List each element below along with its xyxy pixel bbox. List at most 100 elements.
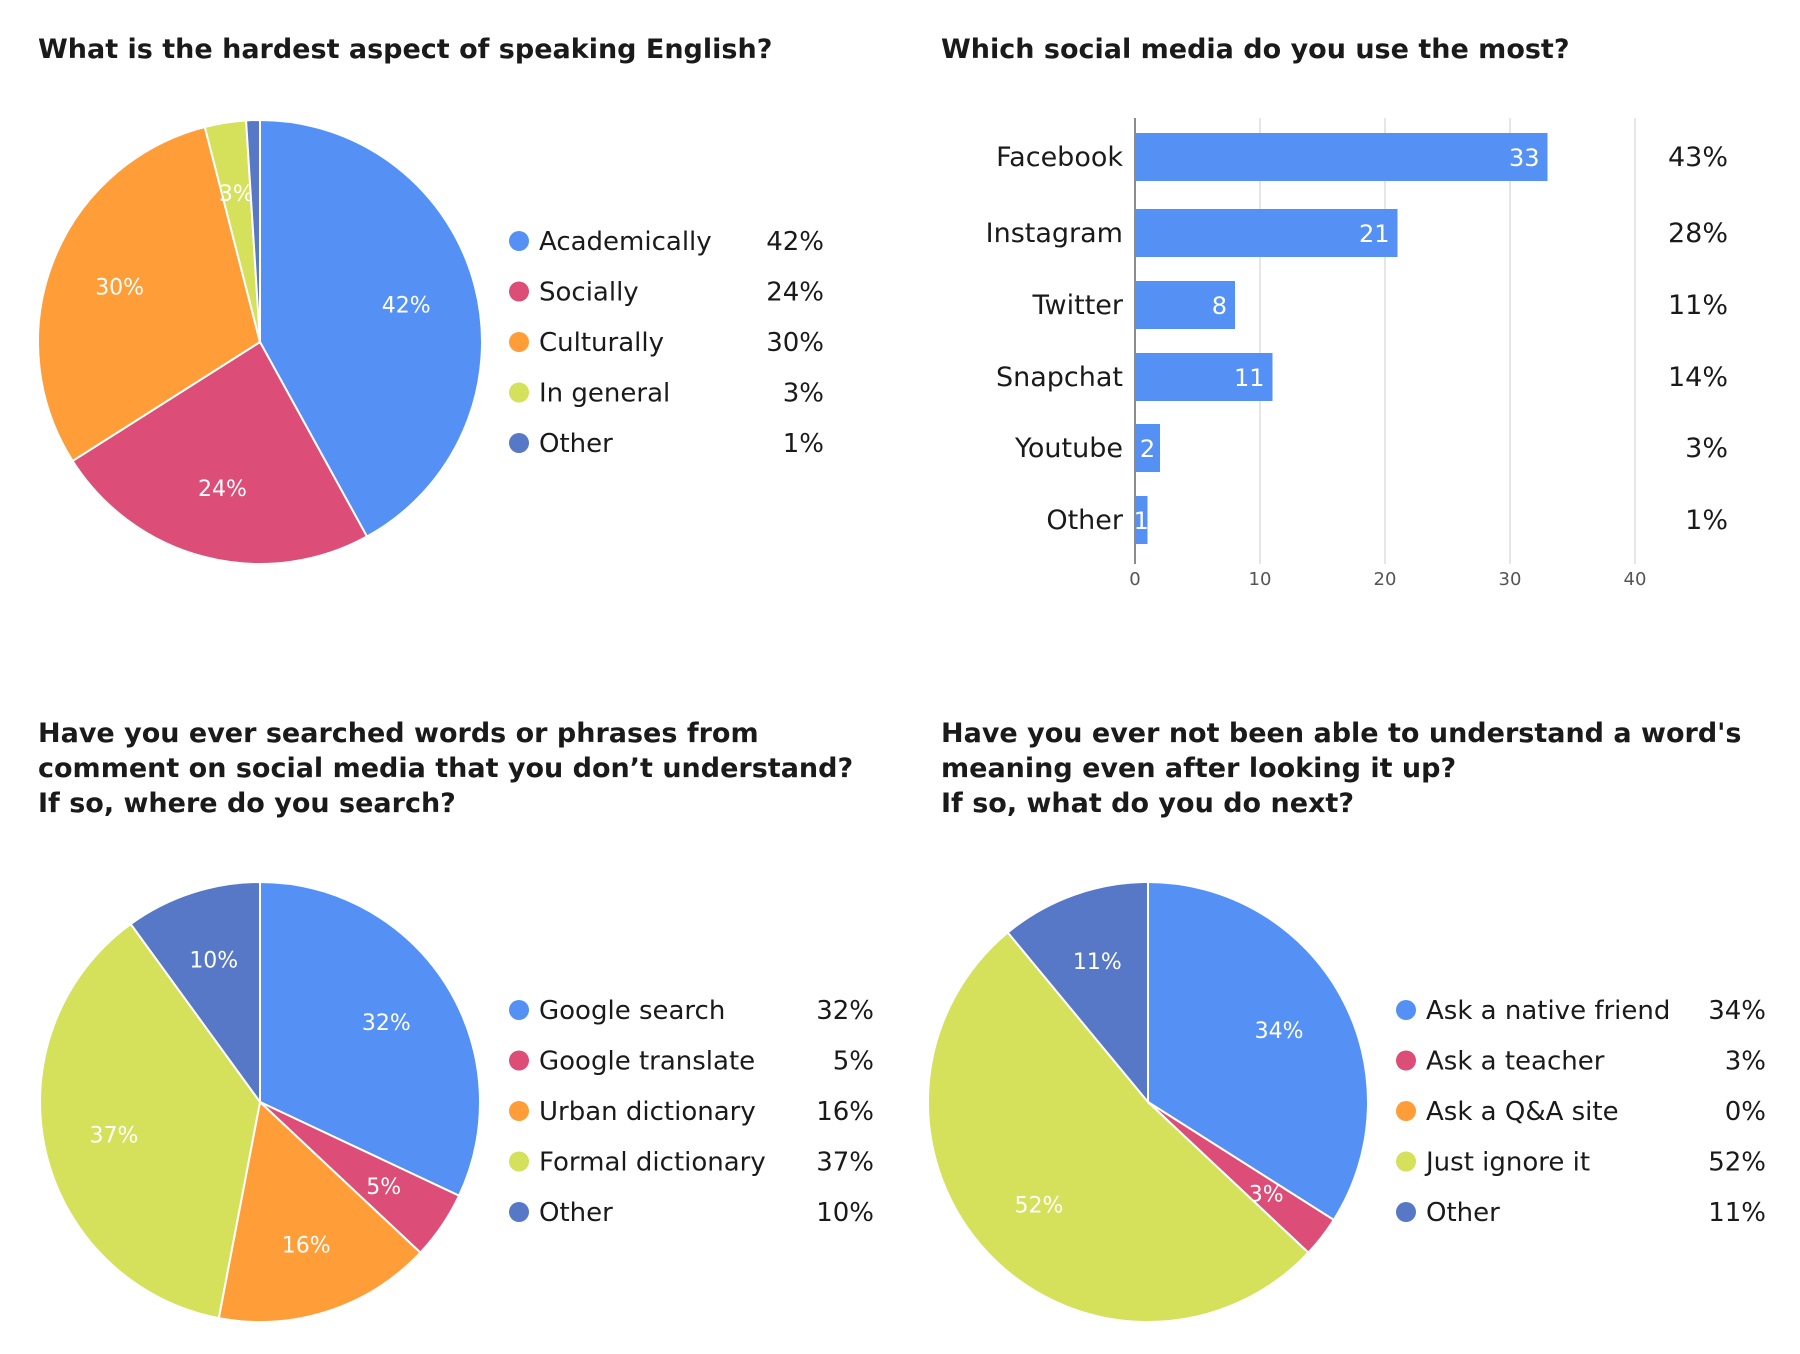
legend-label: Other xyxy=(1426,1198,1500,1228)
legend-value: 5% xyxy=(833,1047,874,1077)
bar-instagram xyxy=(1135,209,1398,257)
title-line: If so, where do you search? xyxy=(38,788,456,819)
legend-label: Ask a teacher xyxy=(1426,1047,1605,1077)
bar-other xyxy=(1135,496,1148,544)
bar-value-label: 2 xyxy=(1140,435,1155,463)
bar-facebook xyxy=(1135,133,1548,181)
pie-slice-label: 3% xyxy=(219,182,254,207)
pie-slice-label: 10% xyxy=(189,949,238,974)
legend-dot xyxy=(1396,1202,1416,1222)
search-where-legend: Google search 32% Google translate 5% Urban … xyxy=(509,996,874,1228)
legend-value: 16% xyxy=(816,1097,874,1127)
pie-slice-socially xyxy=(71,340,369,565)
legend-label: Google search xyxy=(539,996,725,1026)
percent-label: 1% xyxy=(1685,505,1728,536)
chart-title-word-meaning: Have you ever not been able to understan… xyxy=(941,716,1742,821)
title-line: Have you ever not been able to understan… xyxy=(941,718,1742,749)
pie-slice-label: 5% xyxy=(366,1175,401,1200)
category-label: Instagram xyxy=(986,218,1123,249)
legend-value: 30% xyxy=(766,328,824,358)
percent-label: 14% xyxy=(1668,362,1728,393)
legend-dot xyxy=(509,281,529,302)
legend-label: Ask a Q&A site xyxy=(1426,1097,1619,1127)
legend-dot xyxy=(509,1050,529,1071)
legend-dot xyxy=(509,332,529,352)
word-meaning-legend: Ask a native friend 34% Ask a teacher 3% Ask… xyxy=(1396,996,1766,1228)
legend-label: Academically xyxy=(539,227,712,257)
percent-label: 43% xyxy=(1668,142,1728,173)
legend-dot xyxy=(1396,1101,1416,1121)
pie-slice-academically xyxy=(259,118,483,538)
title-line: Have you ever searched words or phrases … xyxy=(38,718,759,749)
percent-label: 11% xyxy=(1668,290,1728,321)
legend-label: In general xyxy=(539,379,670,409)
legend-value: 37% xyxy=(816,1148,874,1178)
legend-value: 42% xyxy=(766,227,824,257)
legend-value: 0% xyxy=(1725,1097,1766,1127)
chart-title-search-where: Have you ever searched words or phrases … xyxy=(38,716,853,821)
search-where-pie: 32% 5% 16% 37% 10% xyxy=(39,880,481,1323)
title-line: comment on social media that you don’t u… xyxy=(38,753,854,784)
pie-slice-other xyxy=(1006,880,1149,1105)
legend-dot xyxy=(1396,1000,1416,1020)
legend-label: Other xyxy=(539,1198,613,1228)
title-line: meaning even after looking it up? xyxy=(941,753,1457,784)
chart-title-hardest-aspect: What is the hardest aspect of speaking E… xyxy=(38,34,773,65)
legend-dot xyxy=(509,1101,529,1121)
legend-dot xyxy=(509,1202,529,1222)
x-tick-label: 10 xyxy=(1249,569,1272,590)
hardest-aspect-pie: 42% 24% 30% 3% xyxy=(37,118,483,565)
bar-value-label: 8 xyxy=(1212,292,1227,320)
category-label: Youtube xyxy=(1014,433,1123,464)
legend-dot xyxy=(1396,1151,1416,1172)
pie-slice-urban-dictionary xyxy=(217,1100,422,1323)
pie-slice-label: 32% xyxy=(362,1011,411,1036)
legend-label: Ask a native friend xyxy=(1426,996,1670,1026)
legend-label: Socially xyxy=(539,278,639,308)
legend-dot xyxy=(509,433,529,453)
bar-value-label: 11 xyxy=(1234,364,1265,392)
pie-slice-label: 24% xyxy=(198,477,247,502)
legend-label: Urban dictionary xyxy=(539,1097,756,1127)
bar-value-label: 1 xyxy=(1134,507,1149,535)
bar-snapchat xyxy=(1135,353,1273,401)
legend-value: 10% xyxy=(816,1198,874,1228)
pie-slice-label: 42% xyxy=(382,293,431,318)
legend-value: 34% xyxy=(1708,996,1766,1026)
legend-label: Just ignore it xyxy=(1424,1148,1590,1178)
category-label: Twitter xyxy=(1032,290,1124,321)
legend-value: 3% xyxy=(783,379,824,409)
legend-label: Culturally xyxy=(539,328,664,358)
legend-value: 3% xyxy=(1725,1047,1766,1077)
percent-label: 3% xyxy=(1685,433,1728,464)
pie-slice-label: 37% xyxy=(90,1124,139,1149)
category-label: Facebook xyxy=(996,142,1123,173)
pie-slice-label: 16% xyxy=(282,1233,331,1258)
pie-slice-just-ignore-it xyxy=(926,931,1310,1324)
pie-slice-other xyxy=(129,880,261,1106)
legend-label: Google translate xyxy=(539,1047,755,1077)
legend-value: 1% xyxy=(783,429,824,459)
pie-slice-formal-dictionary xyxy=(39,922,262,1320)
x-tick-label: 30 xyxy=(1499,569,1522,590)
hardest-aspect-legend: Academically 42% Socially 24% Culturally 30% I… xyxy=(509,227,824,459)
pie-slice-ask-a-native-friend xyxy=(1147,880,1369,1222)
legend-label: Formal dictionary xyxy=(539,1148,766,1178)
pie-slice-label: 52% xyxy=(1014,1193,1063,1218)
legend-dot xyxy=(1396,1050,1416,1071)
legend-value: 52% xyxy=(1708,1148,1766,1178)
legend-dot xyxy=(509,231,529,251)
pie-slice-label: 34% xyxy=(1255,1019,1304,1044)
pie-slice-label: 30% xyxy=(95,275,144,300)
legend-value: 11% xyxy=(1708,1198,1766,1228)
x-tick-label: 20 xyxy=(1374,569,1397,590)
pie-slice-label: 11% xyxy=(1073,950,1122,975)
legend-value: 24% xyxy=(766,278,824,308)
category-label: Snapchat xyxy=(996,362,1123,393)
legend-dot xyxy=(509,1000,529,1020)
category-label: Other xyxy=(1046,505,1124,536)
legend-value: 32% xyxy=(816,996,874,1026)
